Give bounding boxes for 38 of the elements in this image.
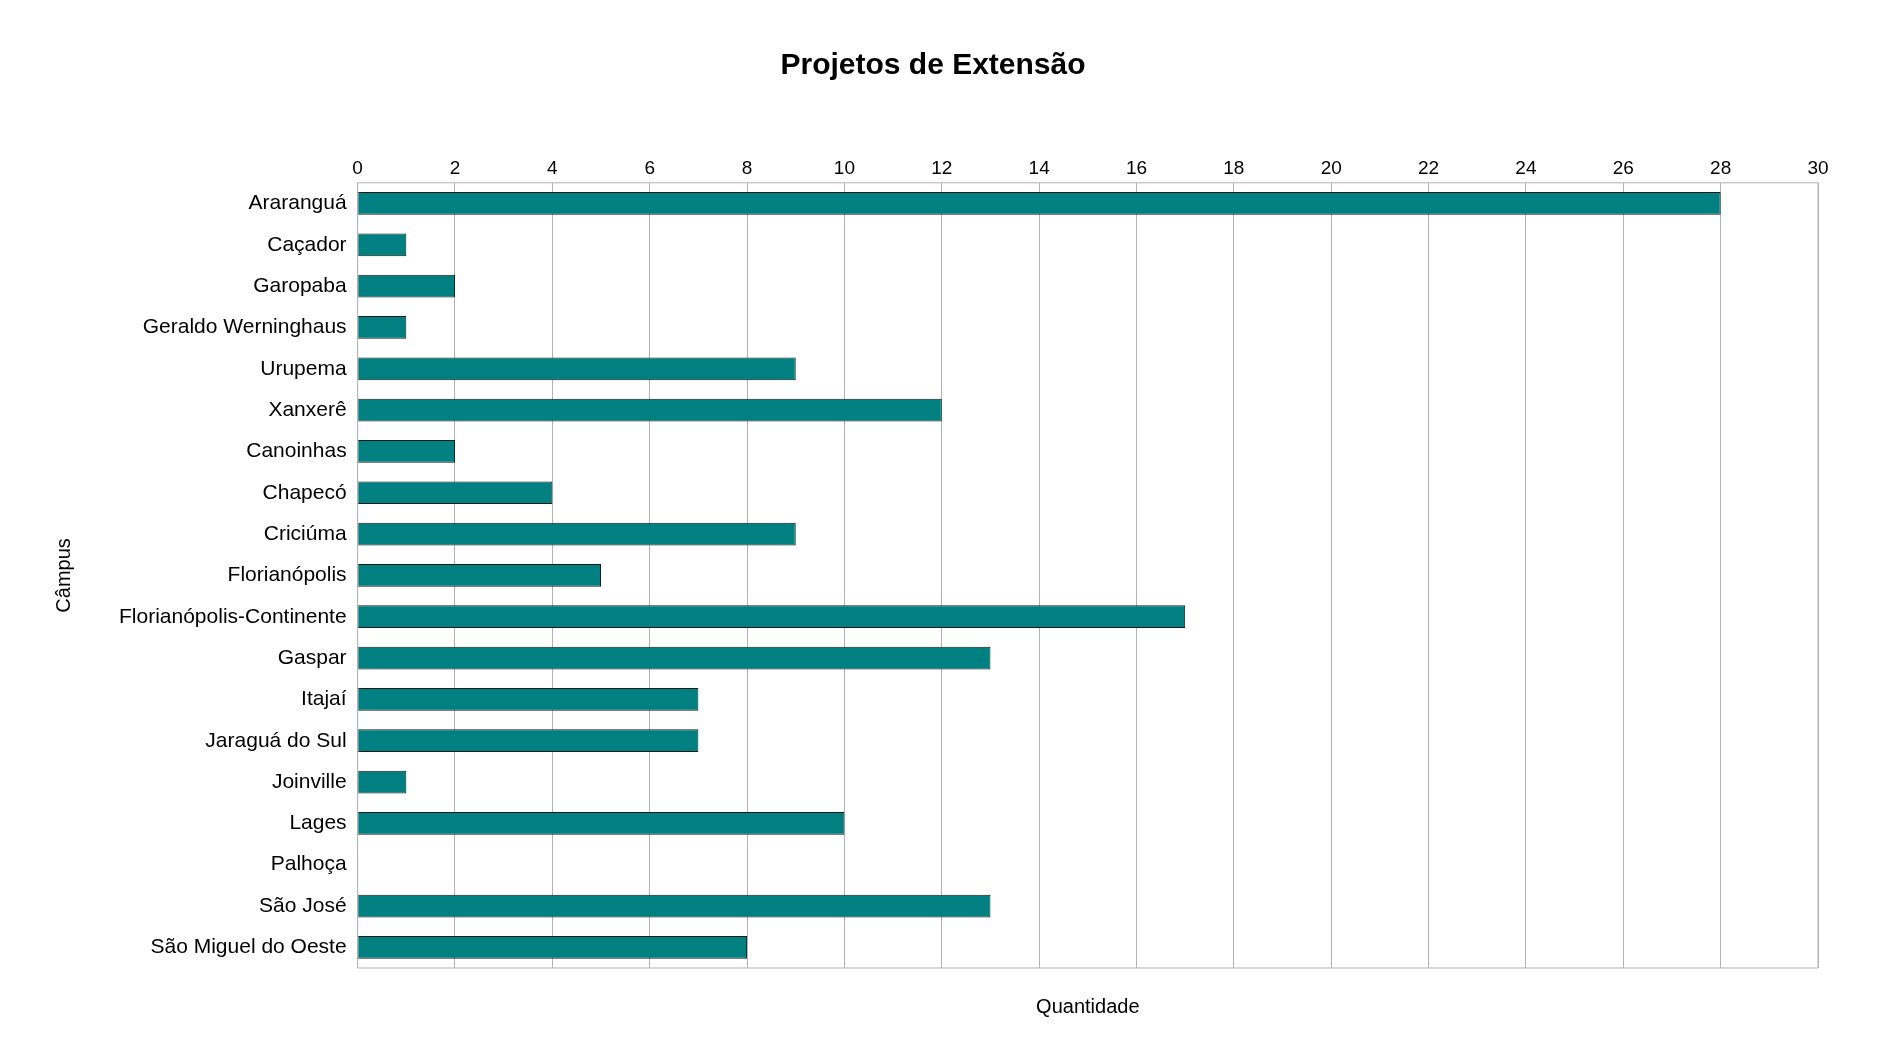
- y-tick-label: Caçador: [267, 231, 347, 255]
- x-tick-label: 16: [1125, 156, 1148, 178]
- y-tick-label: São José: [259, 892, 347, 916]
- x-tick-label: 20: [1320, 156, 1342, 178]
- y-tick-label: Gaspar: [277, 644, 347, 668]
- chart-title: Projetos de Extensão: [780, 47, 1086, 81]
- x-tick-label: 2: [449, 156, 461, 178]
- y-tick-label: Palhoça: [270, 851, 347, 875]
- x-tick-label: 0: [352, 156, 363, 178]
- x-axis-title: Quantidade: [1036, 995, 1140, 1017]
- y-tick-label: Chapecó: [262, 479, 347, 503]
- y-tick-label: Garopaba: [253, 272, 347, 296]
- x-tick-label: 18: [1223, 156, 1245, 178]
- y-tick-label: Urupema: [260, 355, 347, 379]
- x-tick-label: 4: [547, 156, 559, 178]
- y-tick-label: Florianópolis: [227, 562, 347, 586]
- x-tick-label: 12: [931, 156, 953, 178]
- y-tick-label: Jaraguá do Sul: [205, 727, 347, 751]
- x-tick-label: 30: [1807, 156, 1829, 178]
- x-tick-label: 14: [1028, 156, 1051, 178]
- y-tick-label: Geraldo Werninghaus: [142, 314, 347, 338]
- y-tick-label: São Miguel do Oeste: [150, 934, 347, 958]
- y-tick-label: Criciúma: [263, 520, 347, 544]
- x-tick-label: 8: [741, 156, 753, 178]
- y-tick-label: Lages: [289, 810, 347, 834]
- x-tick-label: 28: [1710, 156, 1732, 178]
- y-axis-title: Câmpus: [51, 538, 74, 613]
- x-tick-label: 24: [1515, 156, 1537, 178]
- y-tick-label: Florianópolis-Continente: [118, 603, 347, 627]
- y-tick-label: Joinville: [271, 768, 347, 792]
- x-tick-label: 6: [644, 156, 655, 178]
- y-tick-label: Xanxerê: [268, 396, 347, 420]
- x-tick-label: 22: [1418, 156, 1440, 178]
- y-tick-label: Araranguá: [248, 190, 347, 214]
- x-tick-label: 10: [833, 156, 855, 178]
- y-tick-label: Canoinhas: [246, 438, 347, 462]
- x-tick-label: 26: [1612, 156, 1634, 178]
- y-tick-label: Itajaí: [301, 686, 347, 710]
